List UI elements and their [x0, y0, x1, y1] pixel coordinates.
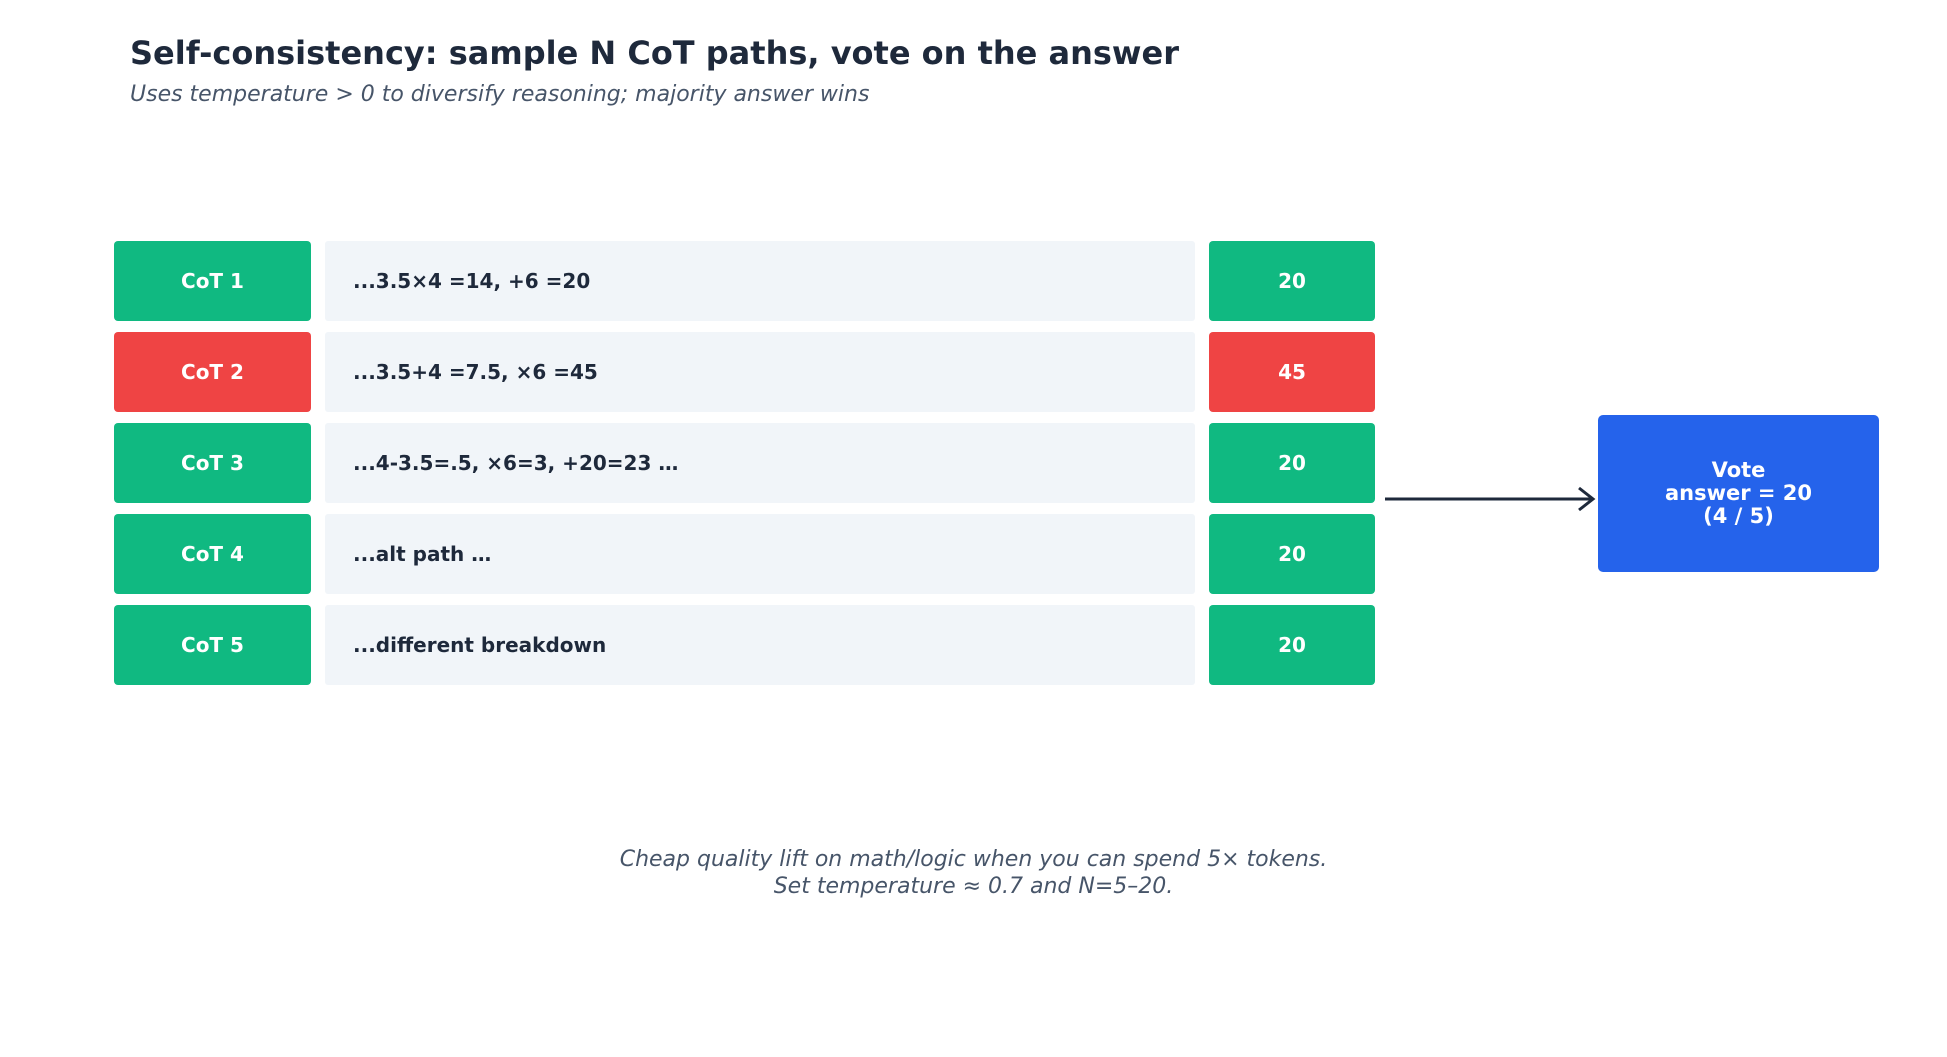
- cot-row: CoT 1 ...3.5×4 =14, +6 =20 20: [0, 241, 1947, 321]
- cot-reasoning: ...4-3.5=.5, ×6=3, +20=23 …: [325, 423, 1195, 503]
- diagram-subtitle: Uses temperature > 0 to diversify reason…: [130, 82, 870, 107]
- cot-reasoning: ...different breakdown: [325, 605, 1195, 685]
- cot-answer: 20: [1209, 605, 1375, 685]
- cot-label: CoT 2: [114, 332, 311, 412]
- diagram-title: Self-consistency: sample N CoT paths, vo…: [130, 34, 1179, 72]
- cot-reasoning: ...3.5+4 =7.5, ×6 =45: [325, 332, 1195, 412]
- cot-label: CoT 5: [114, 605, 311, 685]
- cot-answer: 20: [1209, 241, 1375, 321]
- cot-answer: 45: [1209, 332, 1375, 412]
- cot-label: CoT 4: [114, 514, 311, 594]
- cot-label: CoT 3: [114, 423, 311, 503]
- vote-result-box: Vote answer = 20 (4 / 5): [1598, 415, 1879, 572]
- footer-line-1: Cheap quality lift on math/logic when yo…: [619, 847, 1328, 872]
- footer-note: Cheap quality lift on math/logic when yo…: [0, 846, 1947, 900]
- cot-reasoning: ...alt path …: [325, 514, 1195, 594]
- cot-answer: 20: [1209, 423, 1375, 503]
- cot-row: CoT 2 ...3.5+4 =7.5, ×6 =45 45: [0, 332, 1947, 412]
- cot-reasoning: ...3.5×4 =14, +6 =20: [325, 241, 1195, 321]
- cot-answer: 20: [1209, 514, 1375, 594]
- cot-row: CoT 4 ...alt path … 20: [0, 514, 1947, 594]
- cot-label: CoT 1: [114, 241, 311, 321]
- vote-tally: (4 / 5): [1703, 504, 1774, 528]
- footer-line-2: Set temperature ≈ 0.7 and N=5–20.: [773, 874, 1174, 899]
- vote-heading: Vote: [1711, 458, 1766, 482]
- arrow-right-icon: [1385, 486, 1596, 512]
- cot-row: CoT 3 ...4-3.5=.5, ×6=3, +20=23 … 20: [0, 423, 1947, 503]
- cot-row: CoT 5 ...different breakdown 20: [0, 605, 1947, 685]
- vote-answer: answer = 20: [1664, 481, 1813, 505]
